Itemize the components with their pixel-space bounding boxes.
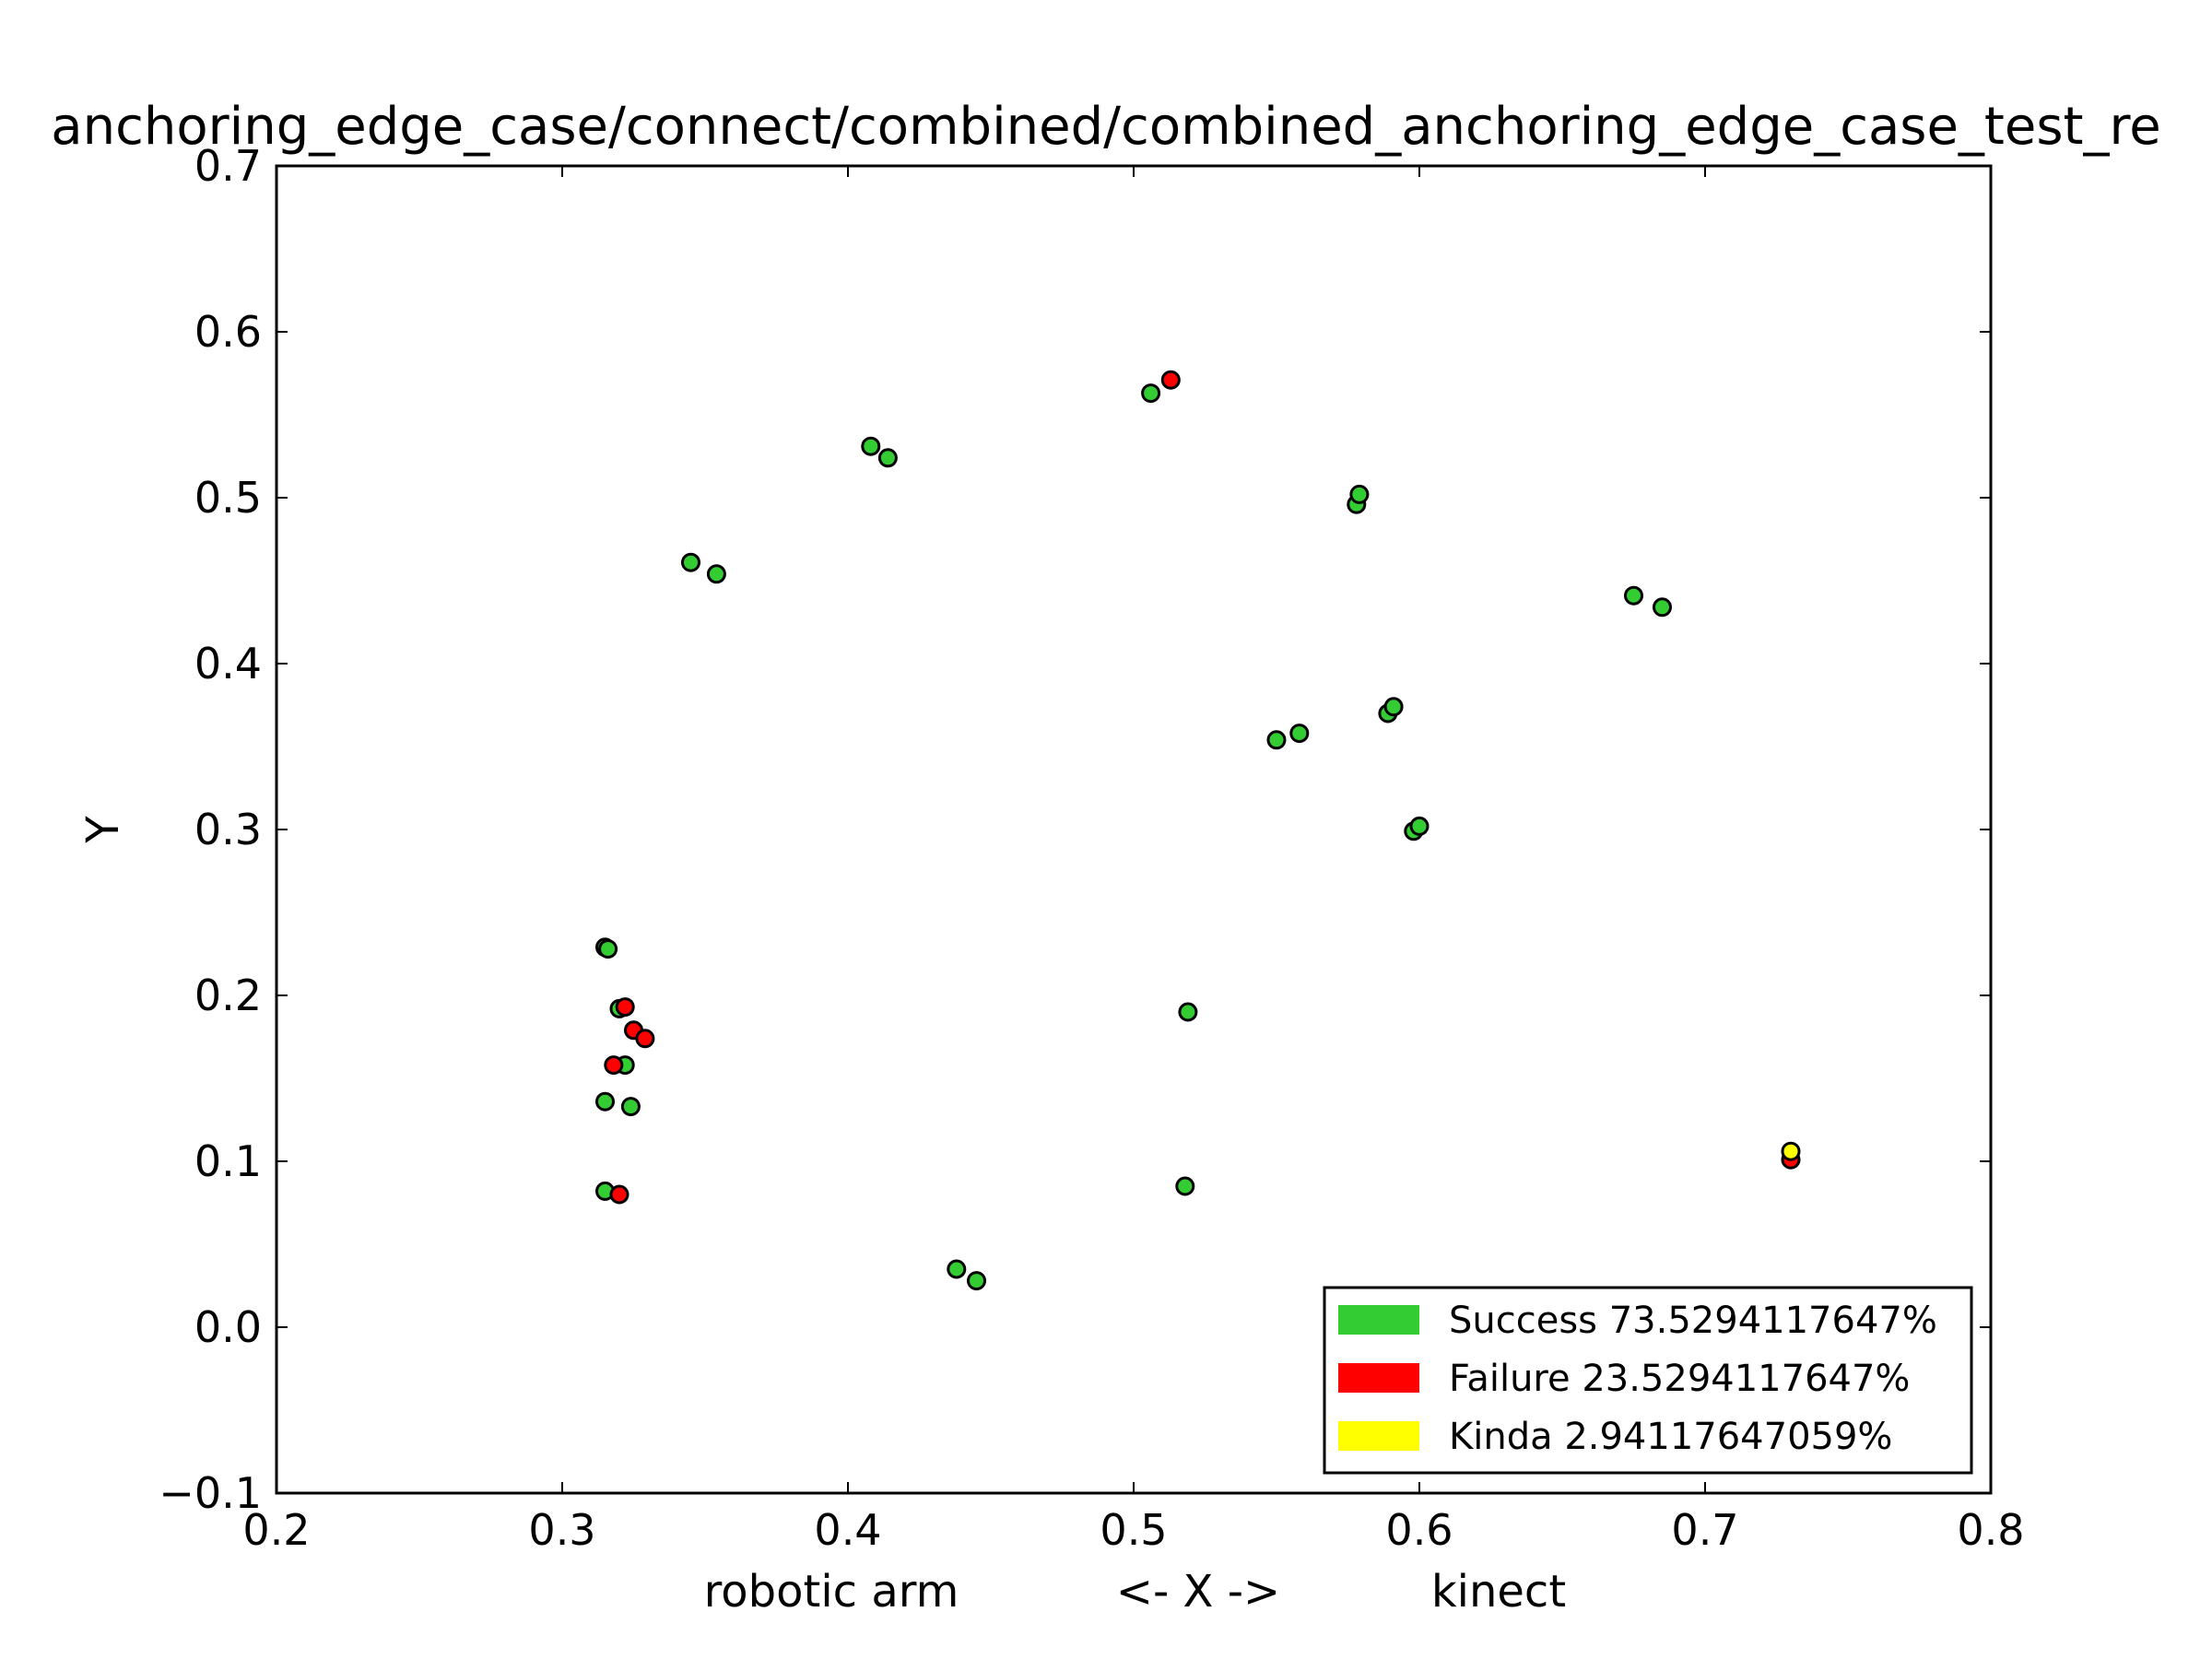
scatter-point bbox=[604, 1055, 624, 1076]
y-tick-label: 0.0 bbox=[194, 1302, 262, 1352]
scatter-point bbox=[947, 1259, 967, 1279]
scatter-point bbox=[620, 1097, 641, 1117]
x-tick-label: 0.6 bbox=[1385, 1505, 1453, 1555]
chart-title: anchoring_edge_case/connect/combined/com… bbox=[51, 97, 2160, 157]
x-tick-label: 0.2 bbox=[242, 1505, 310, 1555]
y-tick-label: 0.4 bbox=[194, 639, 262, 688]
y-tick-label: 0.2 bbox=[194, 971, 262, 1020]
legend-swatch bbox=[1338, 1305, 1419, 1335]
scatter-point bbox=[1383, 697, 1404, 717]
tick-labels: 0.2 0.3 0.4 0.5 0.6 0.7 0.8 −0.1 0.0 0.1 0.2 0.3 0.4… bbox=[159, 141, 2024, 1555]
x-tick-label: 0.4 bbox=[814, 1505, 881, 1555]
x-tick-label: 0.5 bbox=[1100, 1505, 1167, 1555]
y-tick-label: −0.1 bbox=[159, 1468, 262, 1518]
scatter-point bbox=[681, 552, 700, 572]
y-tick-label: 0.3 bbox=[194, 805, 262, 854]
y-axis-label: Y bbox=[77, 816, 129, 844]
y-tick-label: 0.1 bbox=[194, 1136, 262, 1186]
scatter-point bbox=[1141, 383, 1161, 404]
scatter-point bbox=[1175, 1176, 1195, 1196]
scatter-point bbox=[1624, 585, 1643, 606]
legend-swatch bbox=[1338, 1363, 1419, 1393]
scatter-point bbox=[1781, 1141, 1801, 1161]
x-tick-label: 0.7 bbox=[1671, 1505, 1738, 1555]
x-tick-label: 0.8 bbox=[1957, 1505, 2024, 1555]
y-tick-label: 0.6 bbox=[194, 307, 262, 357]
scatter-point bbox=[877, 448, 898, 468]
legend-frame bbox=[1323, 1286, 1973, 1475]
legend-entry-label: Kinda 2.94117647059% bbox=[1449, 1416, 1892, 1458]
x-axis-label-center: <- X -> bbox=[1116, 1566, 1280, 1618]
scatter-point bbox=[635, 1029, 655, 1049]
legend: Success 73.5294117647% Failure 23.5294117… bbox=[1323, 1286, 1973, 1475]
y-tick-label: 0.7 bbox=[194, 141, 262, 191]
legend-swatch bbox=[1338, 1421, 1419, 1451]
scatter-point bbox=[1349, 484, 1370, 504]
scatter-point bbox=[595, 1091, 615, 1112]
y-tick-label: 0.5 bbox=[194, 473, 262, 523]
scatter-point bbox=[1266, 730, 1287, 750]
scatter-point bbox=[706, 564, 726, 584]
scatter-point bbox=[1409, 816, 1430, 836]
scatter-point bbox=[861, 436, 881, 456]
plot-frame bbox=[275, 164, 1993, 1495]
x-axis-label-left: robotic arm bbox=[704, 1566, 959, 1618]
scatter-point bbox=[1160, 370, 1181, 390]
x-tick-label: 0.3 bbox=[528, 1505, 595, 1555]
scatter-point bbox=[1653, 597, 1672, 618]
scatter-point bbox=[615, 997, 635, 1018]
legend-entry-label: Failure 23.5294117647% bbox=[1449, 1358, 1910, 1400]
legend-entry-label: Success 73.5294117647% bbox=[1449, 1300, 1937, 1342]
scatter-point bbox=[598, 939, 618, 959]
data-points bbox=[595, 370, 1801, 1291]
x-axis-label-right: kinect bbox=[1431, 1566, 1566, 1618]
scatter-point bbox=[609, 1184, 629, 1205]
scatter-point bbox=[967, 1271, 986, 1291]
scatter-point bbox=[1289, 724, 1310, 744]
scatter-point bbox=[1178, 1002, 1198, 1022]
